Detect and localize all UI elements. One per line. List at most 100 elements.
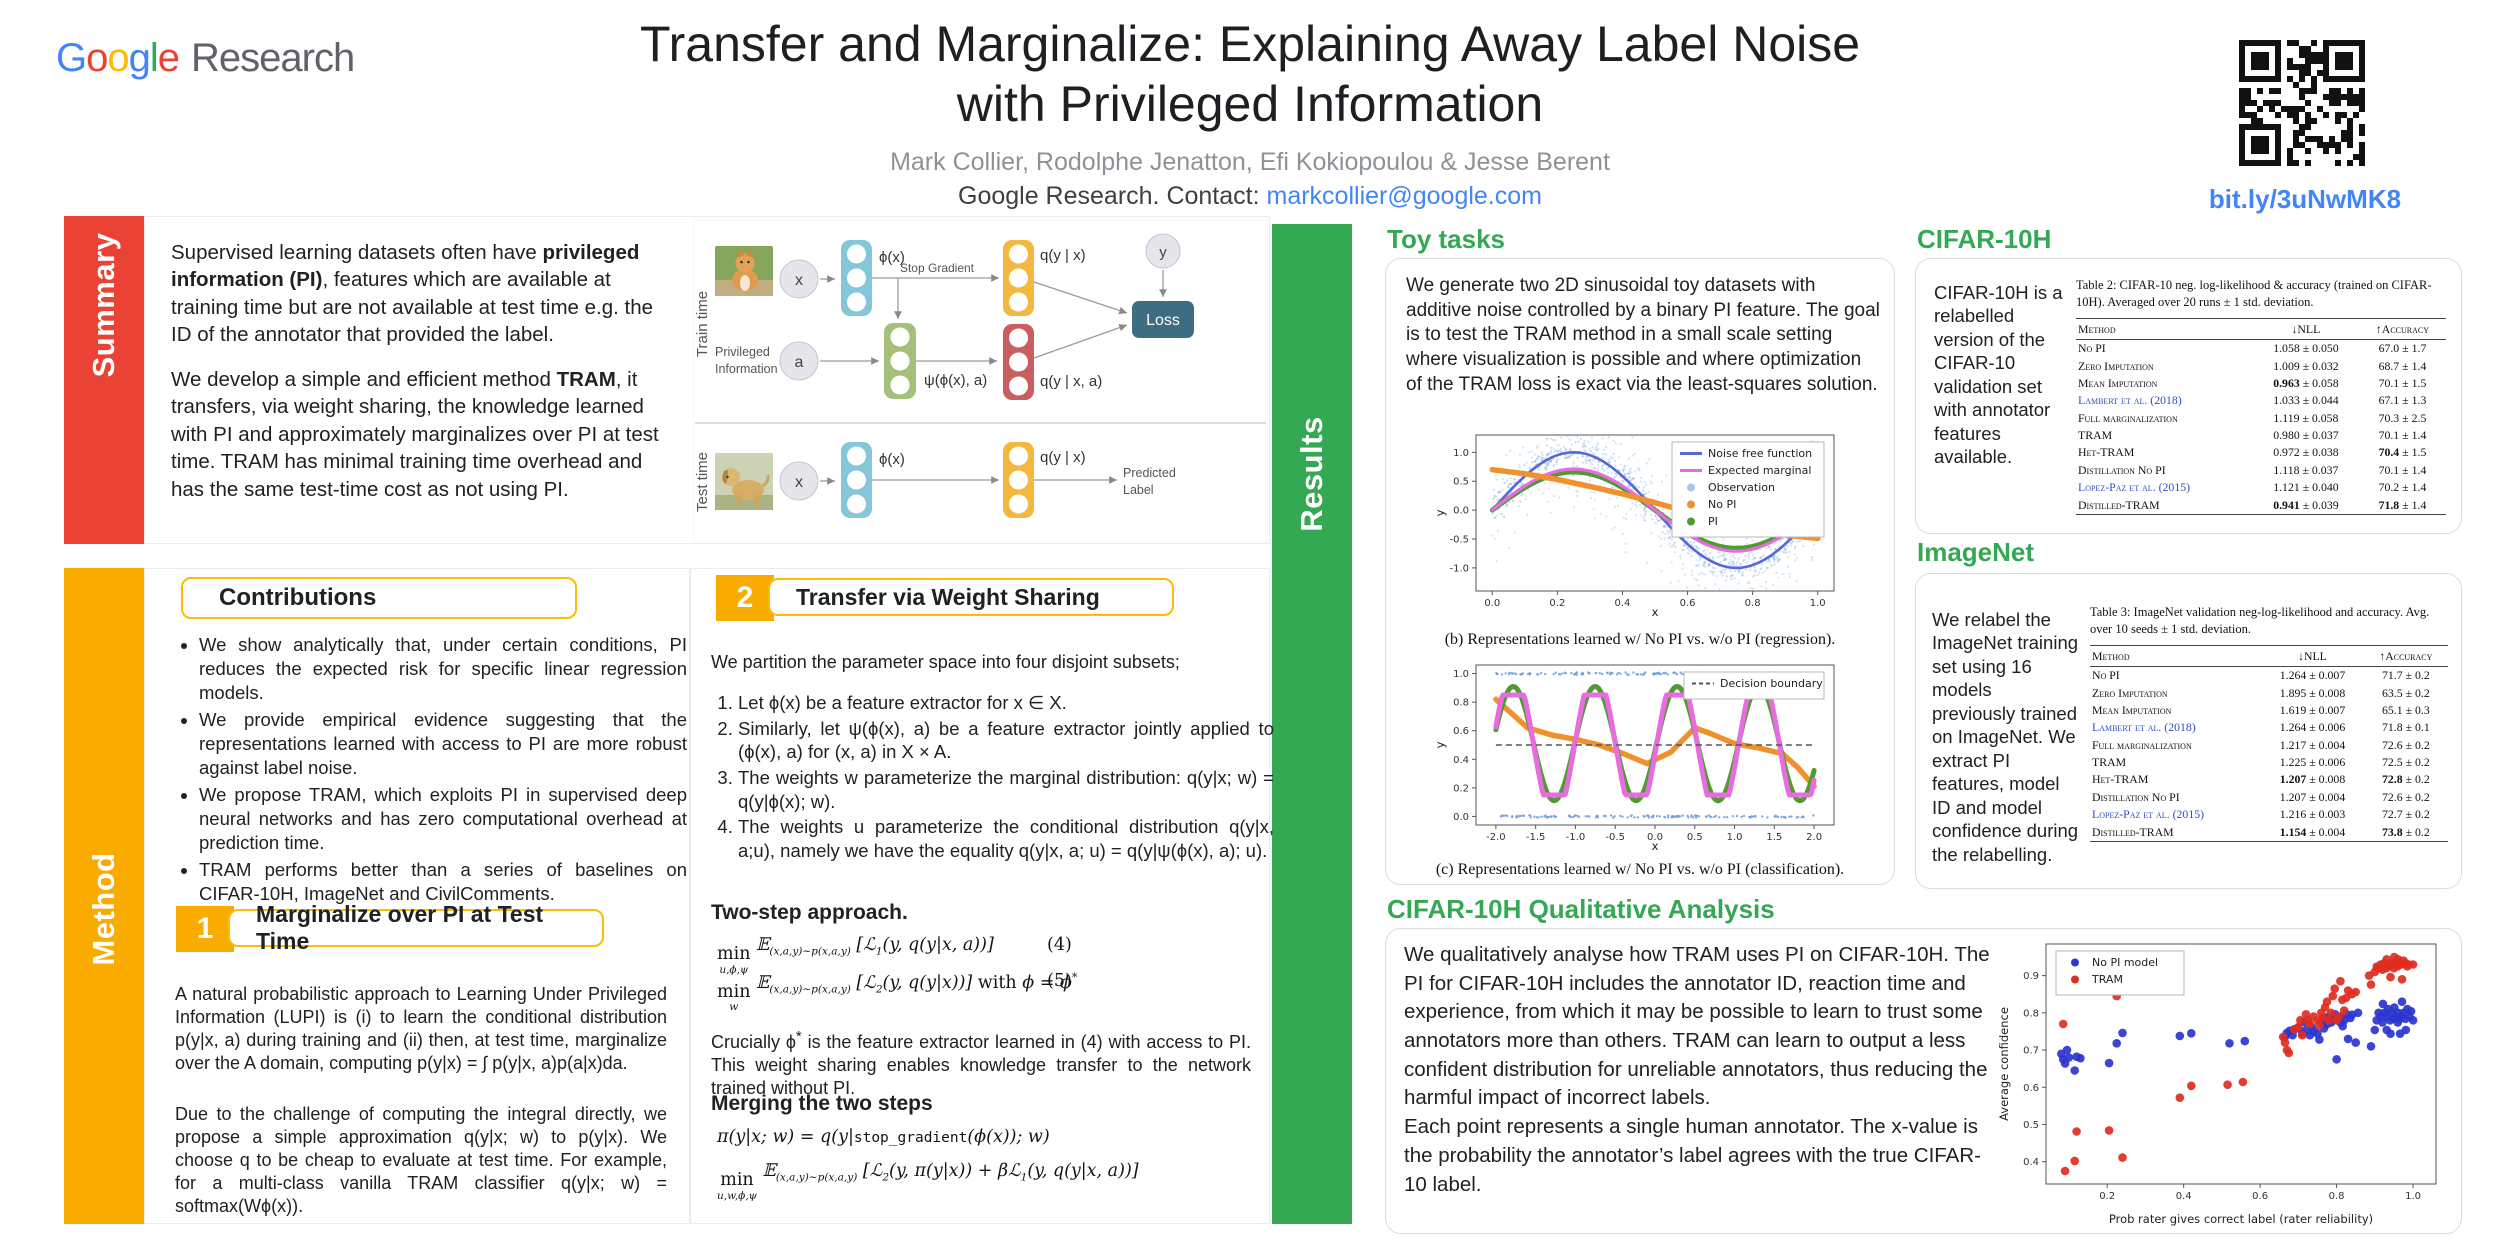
merged-equation-2: min u,w,ϕ,ψ 𝔼(x,a,y)∼p(x,a,y) [ℒ2(y, π(y|…: [717, 1161, 1139, 1202]
section-1-title: Marginalize over PI at Test Time: [228, 901, 604, 954]
equation-4: min u,ϕ,ψ 𝔼(x,a,y)∼p(x,a,y) [ℒ1(y, q(y|x,…: [717, 935, 1257, 975]
svg-text:x: x: [1652, 605, 1659, 619]
svg-text:0.8: 0.8: [2329, 1191, 2345, 1202]
toy-classification-chart: -2.0 -1.5 -1.0 -0.5 0.0 0.5 1.0 1.5 2.0 0.0 0.2 0.4…: [1433, 664, 1835, 853]
table-row: Lopez-Paz et al. (2015) 1.216 ± 0.003 72…: [2090, 806, 2448, 823]
nll-cell: 1.217 ± 0.004: [2279, 737, 2346, 752]
predicted-label-1: Predicted: [1123, 466, 1176, 480]
parameter-subset-item: The weights w parameterize the marginal …: [738, 766, 1274, 813]
nll-cell: 0.980 ± 0.037: [2273, 428, 2339, 443]
method-cell: Distillation No PI: [2092, 789, 2180, 804]
nll-cell: 1.619 ± 0.007: [2279, 702, 2346, 717]
logo-letter: o: [107, 36, 129, 80]
col-accuracy: ↑Accuracy: [2358, 318, 2446, 340]
table-row: Zero Imputation 1.895 ± 0.008 63.5 ± 0.2: [2090, 684, 2448, 701]
logo-letter: l: [149, 36, 159, 80]
annotator-confidence-chart: 0.2 0.4 0.6 0.8 1.0 0.4 0.5 0.6 0.7 0.8 0.9 Prob ra…: [1997, 943, 2437, 1226]
col-method: Method: [2076, 318, 2253, 340]
method-cell: Zero Imputation: [2092, 685, 2168, 700]
logo-letter: G: [56, 36, 87, 80]
svg-text:1.5: 1.5: [1766, 832, 1782, 843]
results-section-bar: Results: [1272, 224, 1352, 1224]
feature-extractor-test: [841, 442, 872, 518]
privileged-info-label-2: Information: [715, 362, 778, 376]
summary-section-label: Summary: [86, 232, 121, 377]
cifar10h-panel: CIFAR-10H is a relabelled version of the…: [1915, 258, 2462, 534]
nll-cell: 1.264 ± 0.007: [2279, 668, 2346, 683]
summary-panel: Supervised learning datasets often have …: [144, 216, 1270, 544]
table-row: Zero Imputation 1.009 ± 0.032 68.7 ± 1.4: [2076, 357, 2446, 374]
accuracy-cell: 70.2 ± 1.4: [2378, 480, 2427, 495]
q-marginal-label-train: q(y | x): [1040, 247, 1086, 264]
logo-letter: e: [157, 36, 180, 80]
method-cell: Full marginalization: [2092, 737, 2192, 752]
a-node-label: a: [795, 354, 804, 371]
svg-text:-1.0: -1.0: [1449, 563, 1469, 574]
method-section-label: Method: [86, 852, 121, 966]
merged-equation-1: π(y|x; w) = q(y|stop_gradient(ϕ(x)); w): [717, 1127, 1050, 1147]
svg-text:0.5: 0.5: [1687, 832, 1703, 843]
google-logo-letters: Google: [56, 36, 180, 80]
method-cell: Full marginalization: [2078, 410, 2178, 425]
accuracy-cell: 70.1 ± 1.4: [2378, 428, 2427, 443]
equation-4-body: min u,ϕ,ψ 𝔼(x,a,y)∼p(x,a,y) [ℒ1(y, q(y|x,…: [717, 935, 994, 976]
cifar10h-table-caption: Table 2: CIFAR-10 neg. log-likelihood & …: [2076, 278, 2432, 309]
contact-email-link[interactable]: markcollier@google.com: [1266, 182, 1542, 210]
accuracy-cell: 70.1 ± 1.4: [2378, 462, 2427, 477]
svg-text:y: y: [1433, 741, 1447, 748]
table-row: Distilled-TRAM 1.154 ± 0.004 73.8 ± 0.2: [2090, 823, 2448, 842]
section-1-header: 1 Marginalize over PI at Test Time: [176, 901, 604, 954]
summary-text: Supervised learning datasets often have …: [171, 239, 673, 520]
summary-section-bar: Summary: [64, 216, 144, 544]
svg-text:1.0: 1.0: [1727, 832, 1743, 843]
merging-heading: Merging the two steps: [711, 1092, 933, 1115]
section-1-number: 1: [176, 906, 234, 952]
accuracy-cell: 68.7 ± 1.4: [2378, 358, 2427, 373]
summary-paragraph-1: Supervised learning datasets often have …: [171, 241, 654, 347]
qualitative-heading: CIFAR-10H Qualitative Analysis: [1387, 894, 1775, 924]
svg-text:No PI: No PI: [1708, 498, 1736, 511]
contribution-item: TRAM performs better than a series of ba…: [199, 858, 687, 906]
toy-tasks-heading: Toy tasks: [1387, 224, 1506, 254]
toy-tasks-text: We generate two 2D sinusoidal toy datase…: [1406, 275, 1880, 395]
svg-text:Prob rater gives correct label: Prob rater gives correct label (rater re…: [2109, 1212, 2373, 1226]
accuracy-cell: 72.6 ± 0.2: [2381, 789, 2430, 804]
results-section-label: Results: [1294, 416, 1329, 532]
nll-cell: 1.207 ± 0.004: [2279, 789, 2346, 804]
nll-cell: 1.119 ± 0.058: [2273, 410, 2339, 425]
nll-cell: 0.941 ± 0.039: [2252, 496, 2359, 515]
qr-shortlink[interactable]: bit.ly/3uNwMK8: [2208, 184, 2402, 214]
poster-title: Transfer and Marginalize: Explaining Awa…: [350, 14, 2150, 134]
two-step-heading: Two-step approach.: [711, 901, 908, 924]
svg-text:1.0: 1.0: [1453, 448, 1469, 459]
equation-4-tag: (4): [1047, 935, 1072, 955]
toy-tasks-panel: We generate two 2D sinusoidal toy datase…: [1385, 258, 1895, 885]
y-node-label: y: [1159, 244, 1167, 261]
logo-research-label: Research: [191, 36, 355, 80]
nll-cell: 1.009 ± 0.032: [2273, 358, 2339, 373]
weight-sharing-note: Crucially ϕ* is the feature extractor le…: [711, 1028, 1252, 1099]
table-row: Mean Imputation 0.963 ± 0.058 70.1 ± 1.5: [2076, 375, 2446, 392]
phi-label-train: ϕ(x): [879, 249, 905, 266]
table-row: Lopez-Paz et al. (2015) 1.121 ± 0.040 70…: [2076, 479, 2446, 496]
nll-cell: 1.225 ± 0.006: [2279, 755, 2346, 770]
contribution-item: We propose TRAM, which exploits PI in su…: [199, 783, 687, 855]
loss-label: Loss: [1146, 312, 1180, 329]
accuracy-cell: 72.6 ± 0.2: [2381, 737, 2430, 752]
summary-paragraph-2: We develop a simple and efficient method…: [171, 367, 659, 501]
q-marginal-label-test: q(y | x): [1040, 449, 1086, 466]
svg-text:0.7: 0.7: [2023, 1046, 2039, 1057]
equation-5: min w 𝔼(x,a,y)∼p(x,a,y) [ℒ2(y, q(y|x))] w…: [717, 971, 1257, 1013]
cifar10h-description: CIFAR-10H is a relabelled version of the…: [1934, 282, 2063, 468]
method-cell: Distillation No PI: [2078, 462, 2166, 477]
accuracy-cell: 71.7 ± 0.2: [2381, 668, 2430, 683]
predicted-label-2: Label: [1123, 483, 1154, 497]
nll-cell: 0.972 ± 0.038: [2273, 445, 2339, 460]
accuracy-cell: 71.8 ± 1.4: [2358, 496, 2446, 515]
equation-5-body: min w 𝔼(x,a,y)∼p(x,a,y) [ℒ2(y, q(y|x))] w…: [717, 971, 1078, 1014]
section-2-header: 2 Transfer via Weight Sharing: [716, 575, 1174, 621]
accuracy-cell: 67.0 ± 1.7: [2378, 341, 2427, 356]
table-row: Distillation No PI 1.118 ± 0.037 70.1 ± …: [2076, 462, 2446, 479]
col-accuracy: ↑Accuracy: [2363, 645, 2448, 667]
figure-c-caption: (c) Representations learned w/ No PI vs.…: [1435, 861, 1845, 878]
